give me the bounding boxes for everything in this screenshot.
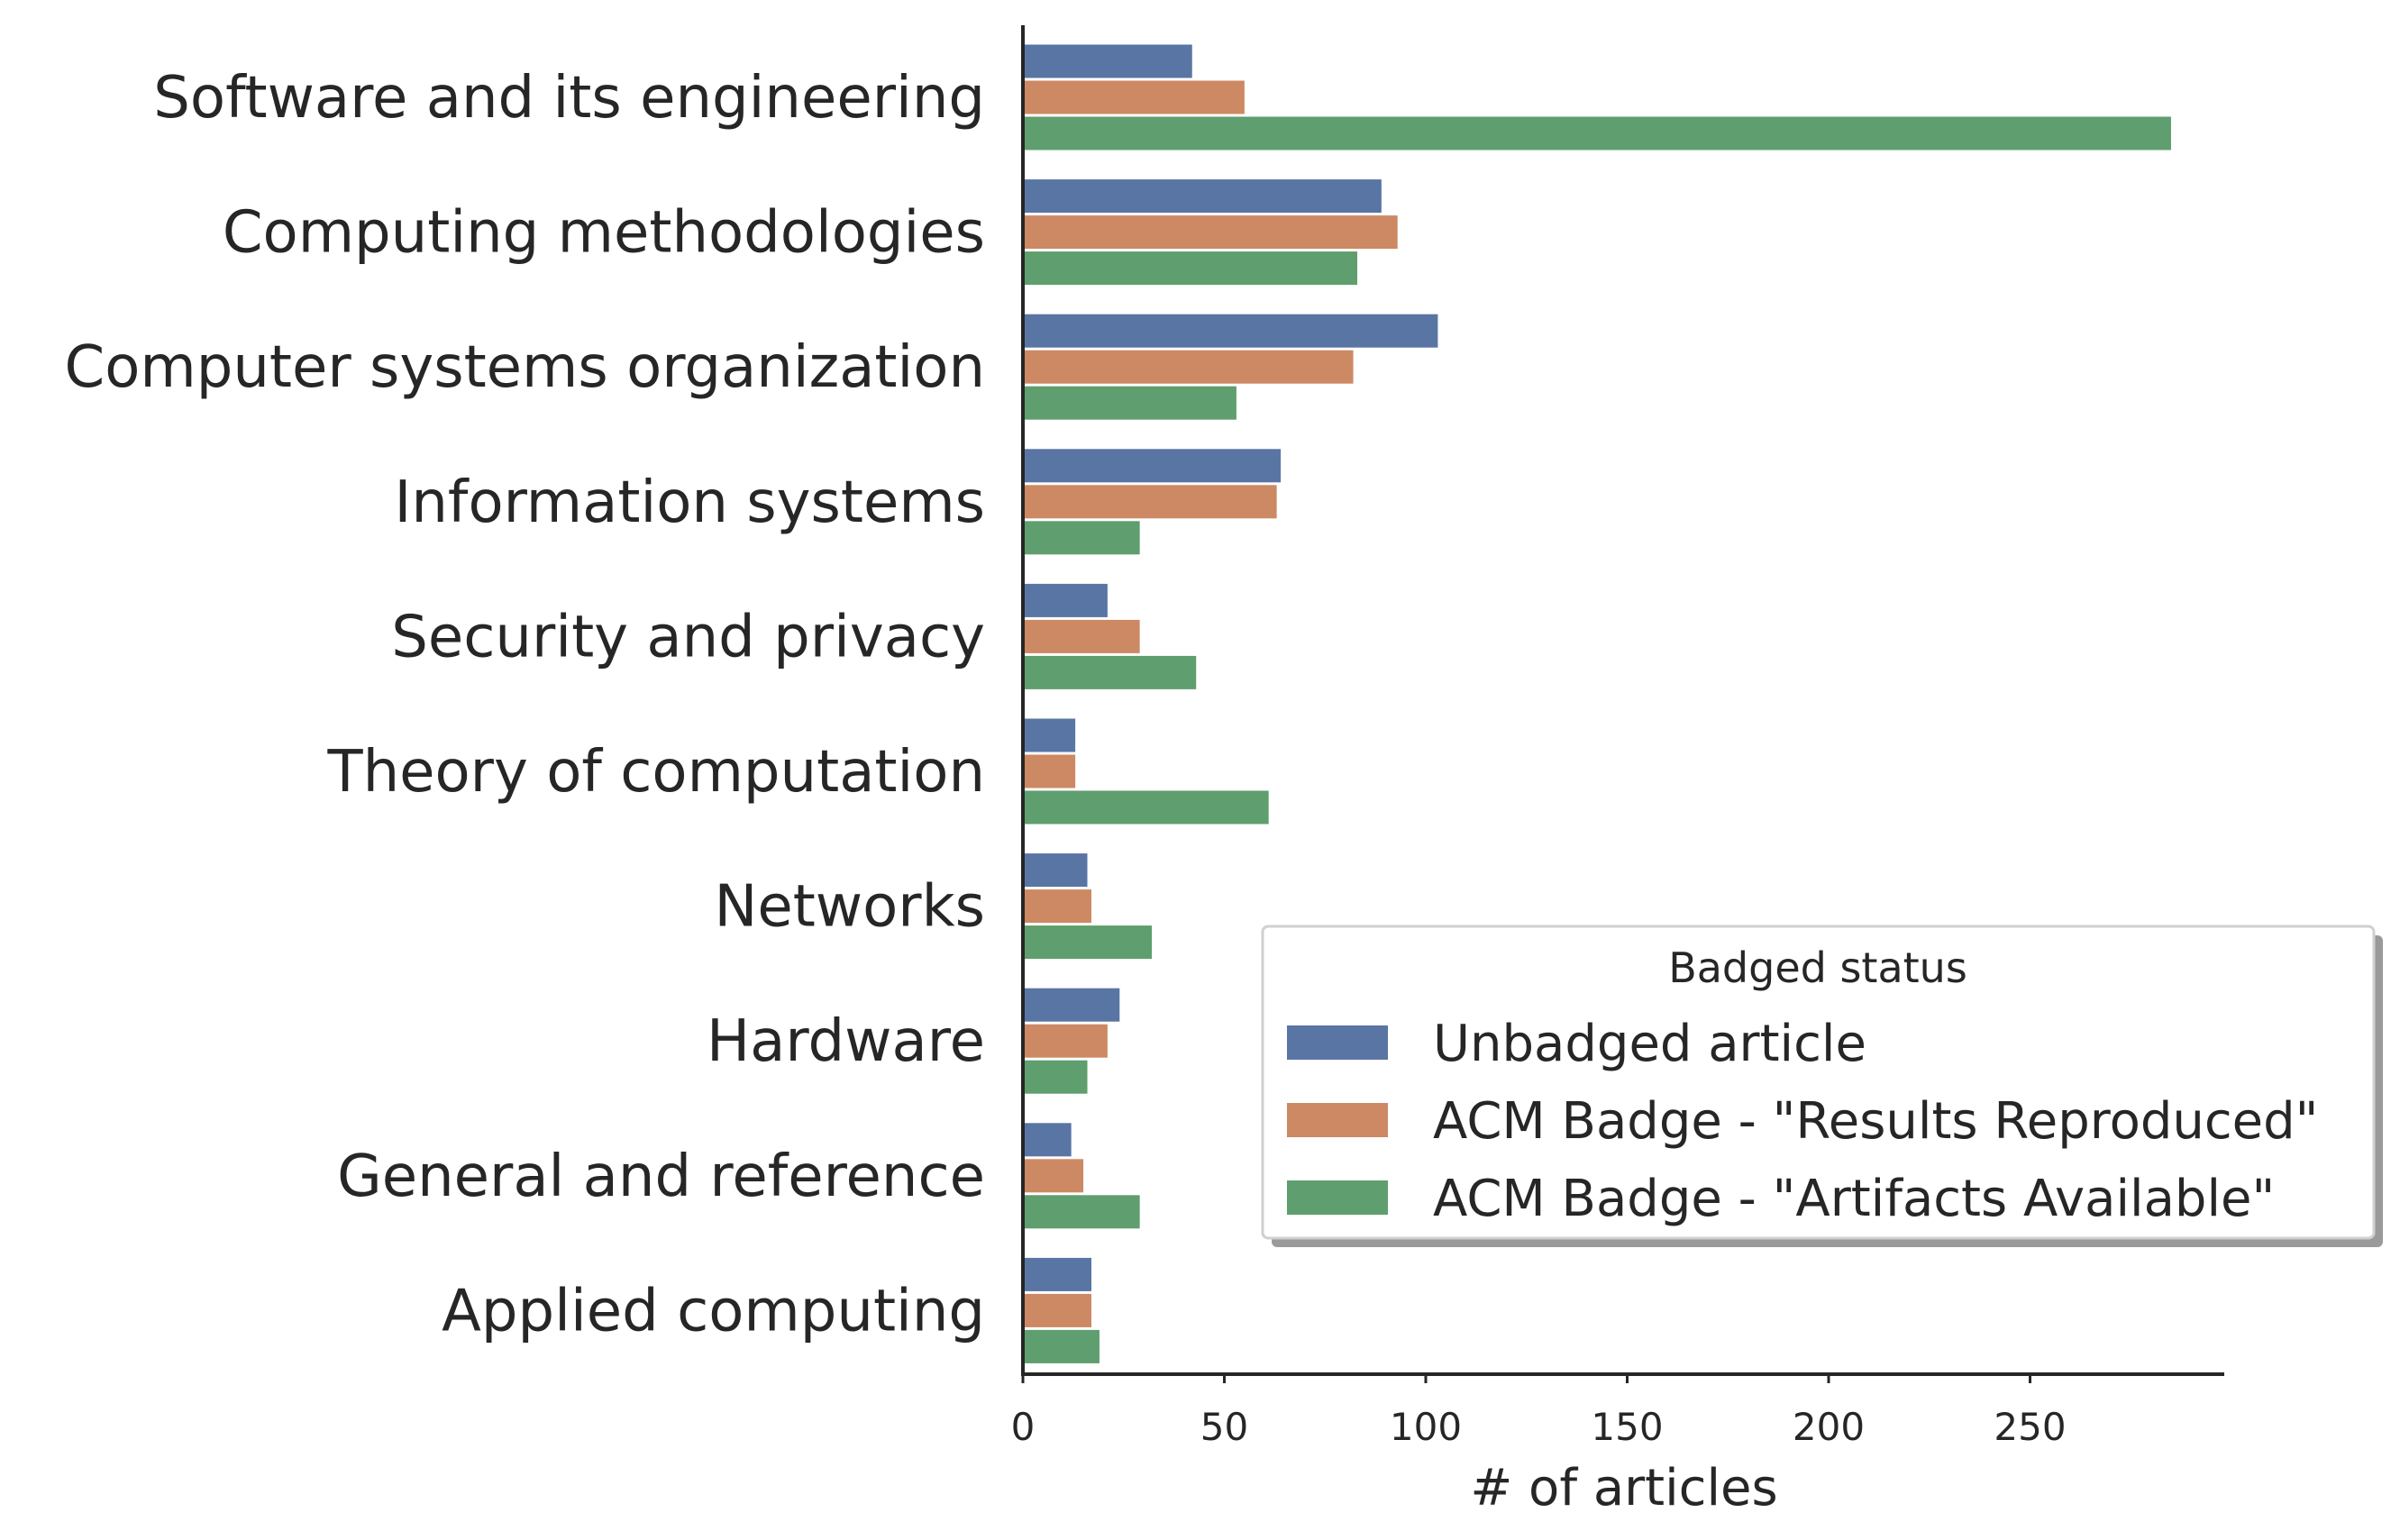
category-label: Security and privacy [391, 604, 985, 670]
legend-title: Badged status [1668, 943, 1967, 992]
legend: Badged status Unbadged article ACM Badge … [1261, 925, 2383, 1247]
x-tick-label: 150 [1591, 1405, 1663, 1449]
category-label: Applied computing [442, 1278, 985, 1344]
bar [1023, 215, 1398, 250]
bar [1023, 80, 1245, 114]
bar [1023, 314, 1438, 348]
bar [1023, 655, 1197, 689]
category-label: Theory of computation [326, 739, 985, 806]
bar [1023, 853, 1088, 888]
bar [1023, 1257, 1091, 1291]
x-tick-label: 200 [1793, 1405, 1865, 1449]
bars-layer [1023, 44, 2171, 1363]
bar [1023, 179, 1382, 214]
legend-swatch [1287, 1025, 1388, 1060]
bar [1023, 1060, 1088, 1094]
category-label: Hardware [707, 1008, 985, 1075]
bar [1023, 754, 1076, 788]
category-label: Networks [714, 874, 985, 941]
legend-swatch [1287, 1180, 1388, 1215]
legend-label: ACM Badge - "Artifacts Available" [1433, 1170, 2275, 1228]
bar [1023, 44, 1192, 78]
bar [1023, 1329, 1100, 1363]
bar [1023, 116, 2171, 150]
legend-box [1261, 925, 2376, 1240]
bar [1023, 925, 1153, 960]
bar [1023, 1159, 1084, 1193]
legend-label: ACM Badge - "Results Reproduced" [1433, 1092, 2318, 1151]
x-ticks: 0 50 100 150 200 250 [1011, 1374, 2067, 1449]
bar [1023, 485, 1277, 519]
category-label: Computer systems organization [65, 334, 986, 401]
bar [1023, 889, 1091, 924]
bar [1023, 1123, 1072, 1157]
category-label: General and reference [337, 1144, 985, 1210]
bar [1023, 988, 1120, 1022]
bar [1023, 1195, 1140, 1229]
x-tick-label: 50 [1200, 1405, 1248, 1449]
legend-label: Unbadged article [1433, 1015, 1866, 1073]
axes [1021, 25, 2224, 1376]
category-label: Information systems [394, 469, 985, 536]
legend-entries: Unbadged article ACM Badge - "Results Rep… [1287, 1015, 2318, 1228]
bar [1023, 521, 1140, 555]
bar [1023, 1293, 1091, 1327]
x-tick-label: 0 [1011, 1405, 1036, 1449]
bar [1023, 449, 1282, 483]
bar [1023, 619, 1140, 653]
bar [1023, 251, 1358, 286]
legend-swatch [1287, 1103, 1388, 1137]
category-label: Software and its engineering [153, 65, 985, 132]
x-axis-title: # of articles [1470, 1459, 1777, 1517]
category-label: Computing methodologies [223, 200, 985, 267]
bar [1023, 1024, 1108, 1058]
category-labels: Software and its engineering Computing me… [65, 65, 986, 1344]
bar [1023, 583, 1108, 617]
bar [1023, 790, 1269, 825]
x-tick-label: 250 [1994, 1405, 2066, 1449]
bar [1023, 350, 1354, 384]
x-tick-label: 100 [1390, 1405, 1462, 1449]
bar [1023, 718, 1076, 752]
bar [1023, 386, 1237, 420]
